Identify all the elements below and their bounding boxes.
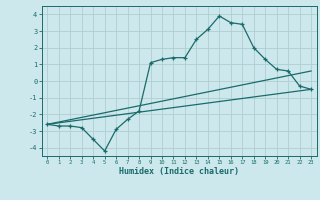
X-axis label: Humidex (Indice chaleur): Humidex (Indice chaleur)	[119, 167, 239, 176]
